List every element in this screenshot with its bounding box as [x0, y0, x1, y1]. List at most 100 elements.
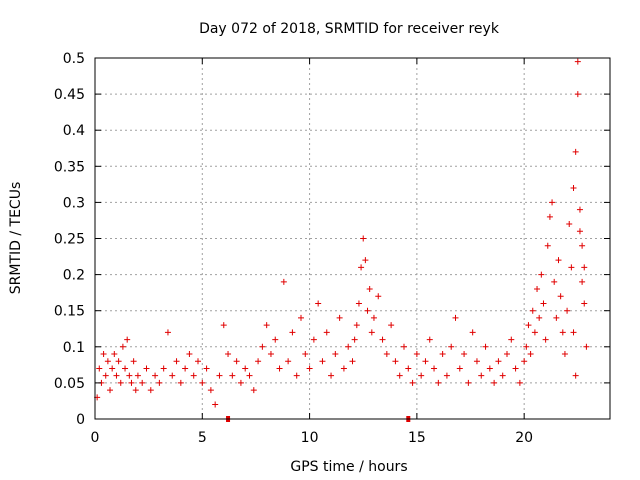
data-point [310, 336, 317, 343]
data-point [134, 372, 141, 379]
data-point [272, 336, 279, 343]
data-point [212, 401, 219, 408]
data-point [315, 300, 322, 307]
data-point [555, 257, 562, 264]
data-point [557, 293, 564, 300]
data-point [169, 372, 176, 379]
y-tick-label: 0.3 [63, 195, 85, 211]
data-point [130, 358, 137, 365]
y-tick-label: 0.45 [54, 87, 85, 103]
data-point [576, 206, 583, 213]
data-point [255, 358, 262, 365]
data-point [418, 372, 425, 379]
data-point [523, 343, 530, 350]
data-point [516, 379, 523, 386]
y-tick-label: 0.35 [54, 159, 85, 175]
data-point [435, 379, 442, 386]
data-point [422, 358, 429, 365]
data-point [122, 365, 129, 372]
data-point [345, 343, 352, 350]
data-point [107, 387, 114, 394]
data-point [246, 372, 253, 379]
data-point [551, 278, 558, 285]
data-point [456, 365, 463, 372]
data-point [186, 351, 193, 358]
data-point [368, 329, 375, 336]
data-point [362, 257, 369, 264]
data-point [534, 286, 541, 293]
data-point [579, 278, 586, 285]
data-point [132, 387, 139, 394]
data-point [164, 329, 171, 336]
data-point [426, 336, 433, 343]
data-point [237, 379, 244, 386]
data-point [521, 358, 528, 365]
data-point [508, 336, 515, 343]
data-point [478, 372, 485, 379]
x-tick-label: 0 [91, 430, 100, 446]
data-point [491, 379, 498, 386]
data-point [160, 365, 167, 372]
data-point [570, 184, 577, 191]
data-point [177, 379, 184, 386]
data-point [581, 300, 588, 307]
data-point [229, 372, 236, 379]
data-point [544, 242, 551, 249]
data-point [358, 264, 365, 271]
data-point [319, 358, 326, 365]
data-point [392, 358, 399, 365]
data-point [102, 372, 109, 379]
data-point [216, 372, 223, 379]
data-point [323, 329, 330, 336]
axis-ticks: 0 0.05 0.1 0.15 0.2 0.25 0.3 0.35 0.4 0.45 0.5 0 5 10… [54, 51, 610, 446]
data-point [540, 300, 547, 307]
data-point [409, 379, 416, 386]
data-point [574, 91, 581, 98]
data-point [486, 365, 493, 372]
data-points [94, 58, 590, 408]
data-point [542, 336, 549, 343]
data-point [538, 271, 545, 278]
data-point [115, 358, 122, 365]
data-point [119, 343, 126, 350]
data-point [152, 372, 159, 379]
data-point [405, 365, 412, 372]
data-point [581, 264, 588, 271]
y-tick-label: 0.4 [63, 123, 85, 139]
data-point [195, 358, 201, 365]
data-point [360, 235, 367, 242]
data-point [96, 365, 103, 372]
data-point [396, 372, 403, 379]
data-point [566, 221, 573, 228]
data-point [576, 228, 583, 235]
data-point [143, 365, 150, 372]
data-point [100, 351, 107, 358]
data-point [173, 358, 180, 365]
data-point [285, 358, 292, 365]
data-point [364, 307, 371, 314]
data-point [465, 379, 472, 386]
data-point [233, 358, 240, 365]
data-point [328, 372, 335, 379]
data-point [139, 379, 146, 386]
data-point [473, 358, 480, 365]
y-axis-label: SRMTID / TECUs [8, 182, 24, 295]
data-point [128, 379, 135, 386]
x-axis-label: GPS time / hours [290, 459, 407, 475]
data-point [448, 343, 455, 350]
data-point [113, 372, 120, 379]
data-point [583, 343, 590, 350]
chart-title: Day 072 of 2018, SRMTID for receiver rey… [199, 21, 500, 37]
data-point [559, 329, 566, 336]
data-point [104, 358, 111, 365]
data-point [276, 365, 283, 372]
data-point [525, 322, 532, 329]
data-point [546, 213, 553, 220]
data-point [529, 307, 536, 314]
data-point [370, 314, 377, 321]
data-point [117, 379, 124, 386]
data-point [259, 343, 266, 350]
data-point [267, 351, 274, 358]
data-point [263, 322, 270, 329]
